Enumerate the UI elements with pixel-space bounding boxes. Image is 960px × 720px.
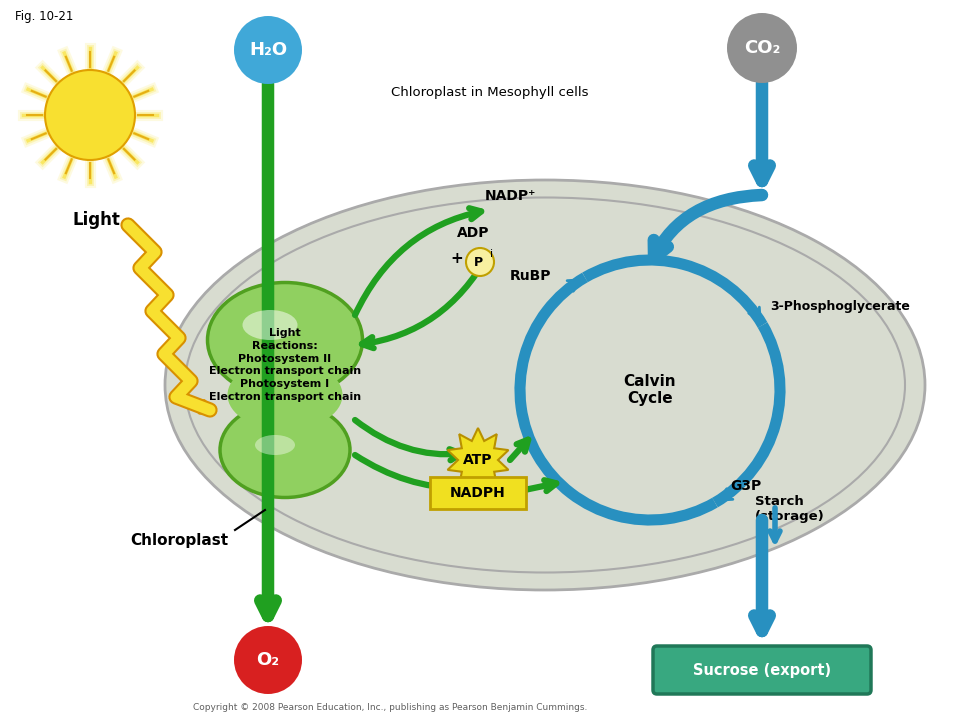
Text: Light: Light	[72, 211, 120, 229]
Circle shape	[727, 13, 797, 83]
Text: RuBP: RuBP	[510, 269, 551, 283]
Ellipse shape	[228, 360, 343, 430]
Text: Chloroplast in Mesophyll cells: Chloroplast in Mesophyll cells	[392, 86, 588, 99]
Text: H₂O: H₂O	[249, 41, 287, 59]
Text: Fig. 10-21: Fig. 10-21	[15, 10, 73, 23]
Polygon shape	[447, 428, 509, 492]
Ellipse shape	[243, 310, 298, 340]
Text: G3P: G3P	[730, 479, 761, 493]
FancyBboxPatch shape	[430, 477, 526, 509]
Text: O₂: O₂	[256, 651, 279, 669]
Ellipse shape	[220, 402, 350, 498]
Text: Calvin
Cycle: Calvin Cycle	[624, 374, 676, 406]
FancyBboxPatch shape	[653, 646, 871, 694]
Ellipse shape	[207, 282, 363, 397]
Text: +: +	[450, 251, 463, 266]
Circle shape	[45, 70, 135, 160]
Text: Light
Reactions:
Photosystem II
Electron transport chain
Photosystem I
Electron : Light Reactions: Photosystem II Electron…	[209, 328, 361, 402]
Text: Starch
(storage): Starch (storage)	[755, 495, 825, 523]
Circle shape	[466, 248, 494, 276]
Text: NADPH: NADPH	[450, 486, 506, 500]
Text: ATP: ATP	[464, 453, 492, 467]
Text: P: P	[473, 256, 483, 269]
Text: Sucrose (export): Sucrose (export)	[693, 662, 831, 678]
Text: ADP: ADP	[457, 226, 490, 240]
Text: 3-Phosphoglycerate: 3-Phosphoglycerate	[770, 300, 910, 313]
Text: i: i	[490, 249, 493, 259]
Ellipse shape	[165, 180, 925, 590]
Circle shape	[234, 626, 302, 694]
Text: Chloroplast: Chloroplast	[130, 533, 228, 548]
Text: CO₂: CO₂	[744, 39, 780, 57]
Circle shape	[234, 16, 302, 84]
Text: NADP⁺: NADP⁺	[485, 189, 537, 203]
Text: Copyright © 2008 Pearson Education, Inc., publishing as Pearson Benjamin Cumming: Copyright © 2008 Pearson Education, Inc.…	[193, 703, 588, 713]
Ellipse shape	[255, 435, 295, 455]
